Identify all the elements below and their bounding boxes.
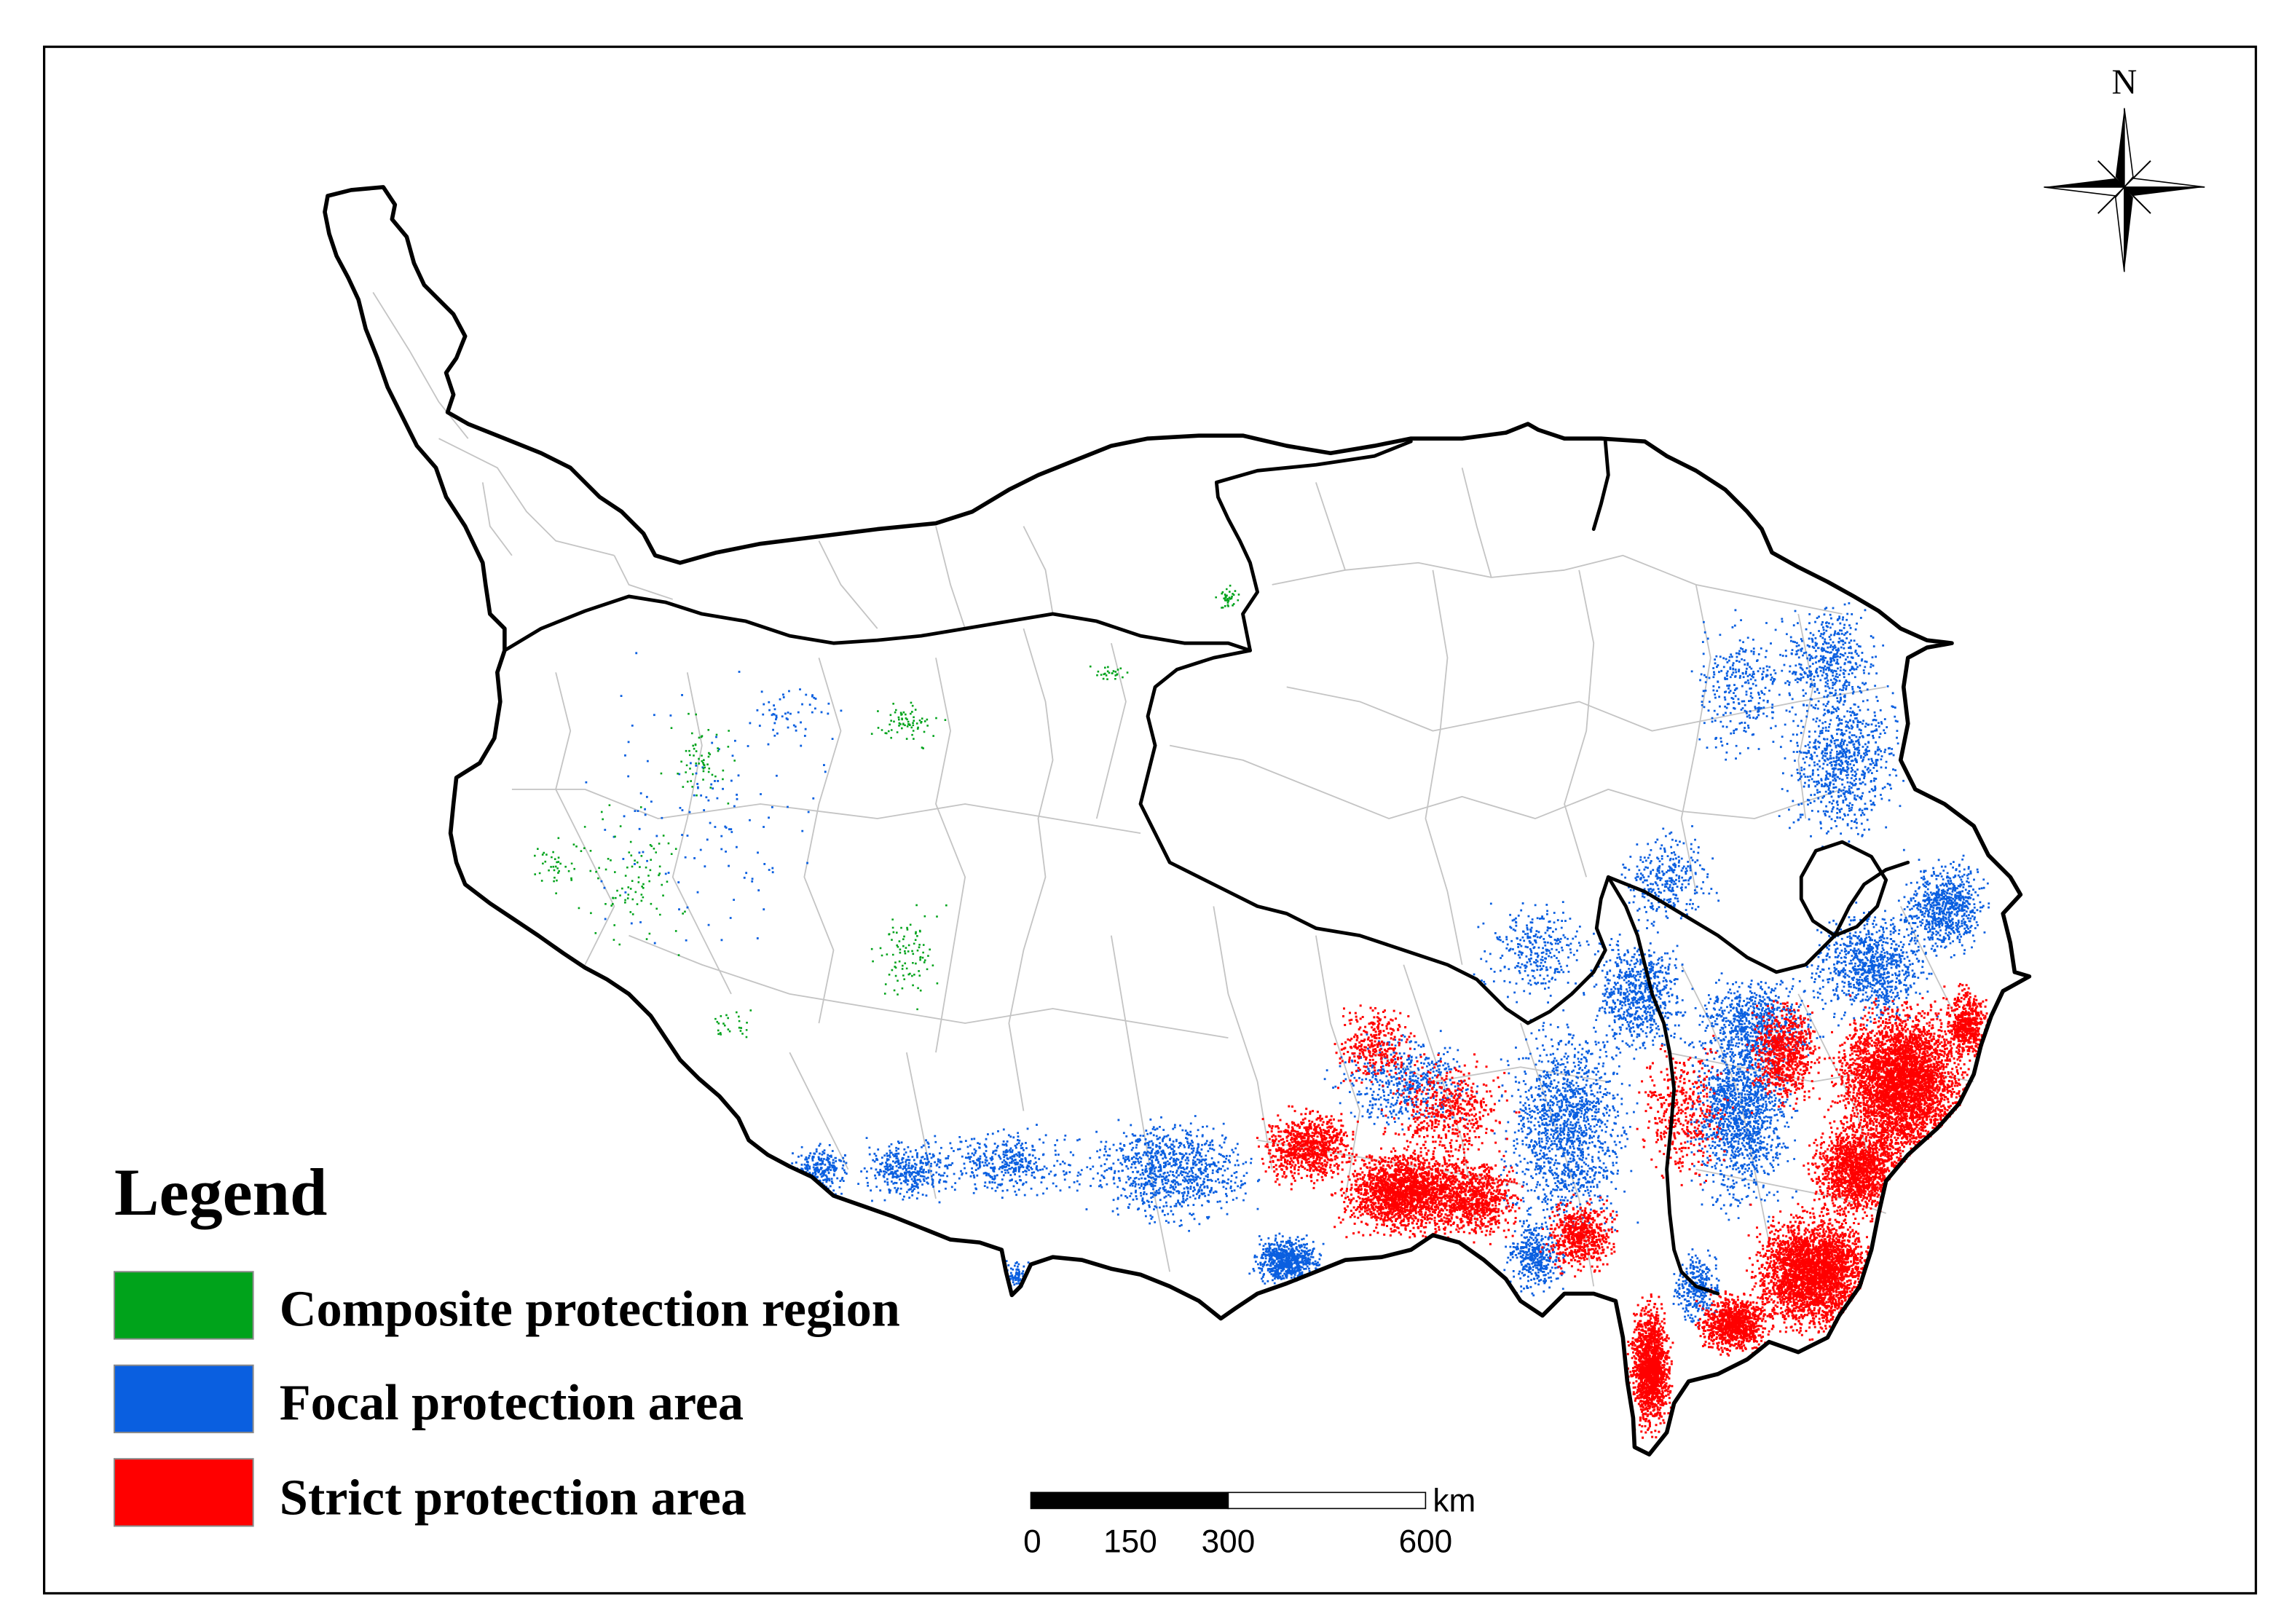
- county-boundary: [1272, 554, 1843, 615]
- county-boundary: [1797, 613, 1814, 819]
- county-boundary: [789, 1052, 849, 1170]
- legend: Legend Composite protection region Focal…: [113, 1155, 900, 1527]
- province-boundary: [1606, 860, 1910, 974]
- scale-bar: km 0 150 300 600: [1023, 1483, 1476, 1559]
- county-boundary: [1899, 906, 1960, 1024]
- county-boundary: [1213, 906, 1273, 1170]
- province-boundary: [1606, 875, 1720, 1296]
- legend-label: Composite protection region: [280, 1281, 900, 1338]
- north-arrow-icon: N: [2044, 63, 2205, 272]
- county-boundary: [481, 482, 513, 556]
- county-boundary: [1315, 482, 1346, 571]
- province-boundary: [1138, 648, 1610, 1025]
- county-boundary: [613, 555, 673, 600]
- scale-bar-tick-label: 0: [1023, 1524, 1041, 1560]
- county-boundary: [1169, 744, 1843, 819]
- legend-swatch-blue: [113, 1364, 254, 1434]
- scale-bar-tick-label: 600: [1399, 1524, 1453, 1560]
- scale-bar-segment-black: [1030, 1491, 1229, 1510]
- county-boundary: [1425, 569, 1463, 965]
- county-boundary: [1095, 642, 1127, 819]
- county-boundary: [1461, 468, 1492, 578]
- county-boundary: [372, 291, 469, 439]
- legend-item-strict-protection-area: Strict protection area: [113, 1458, 746, 1527]
- county-boundary: [1520, 1022, 1595, 1287]
- scale-bar-tick-label: 150: [1103, 1524, 1157, 1560]
- legend-title: Legend: [114, 1155, 327, 1229]
- plateau-outline: [323, 185, 2032, 1457]
- compass-arm-east: [2124, 186, 2205, 196]
- province-boundary: [1214, 439, 1413, 653]
- province-boundaries: [503, 439, 1910, 1296]
- county-boundary: [1008, 628, 1054, 1111]
- county-boundary: [803, 657, 842, 1024]
- province-boundary: [503, 594, 1252, 653]
- county-boundary: [438, 438, 615, 556]
- legend-swatch-green: [113, 1271, 254, 1340]
- scale-bar-unit: km: [1433, 1483, 1476, 1518]
- county-boundary: [1374, 1052, 1609, 1083]
- protection-zoning-layers: [534, 584, 1991, 1439]
- county-boundary: [555, 672, 615, 966]
- focal-protection-area-layer: [585, 602, 1990, 1328]
- legend-item-focal-protection-area: Focal protection area: [113, 1364, 744, 1434]
- legend-label: Strict protection area: [280, 1469, 746, 1526]
- legend-swatch-red: [113, 1458, 254, 1527]
- north-label: N: [2111, 63, 2137, 101]
- county-boundary: [905, 1052, 937, 1199]
- county-boundary: [1680, 964, 1770, 1243]
- compass-arm-north: [2115, 108, 2124, 187]
- legend-item-composite-protection-region: Composite protection region: [113, 1271, 900, 1340]
- compass-arm-west: [2044, 186, 2126, 197]
- county-boundaries: [372, 291, 1974, 1287]
- province-boundary: [1799, 840, 1888, 938]
- province-boundary: [1591, 439, 1610, 532]
- county-boundary: [511, 788, 1141, 834]
- county-boundary: [1680, 584, 1711, 892]
- county-boundary: [818, 540, 878, 629]
- scale-bar-tick-label: 300: [1202, 1524, 1256, 1560]
- county-boundary: [1564, 569, 1595, 878]
- compass-arm-south: [2124, 186, 2133, 272]
- county-boundary: [1110, 935, 1171, 1272]
- county-boundary: [671, 672, 732, 995]
- county-boundary: [1286, 686, 1886, 732]
- strict-protection-area-layer: [1256, 982, 1991, 1439]
- legend-label: Focal protection area: [280, 1374, 744, 1431]
- county-boundary: [935, 658, 966, 1053]
- county-boundary: [935, 526, 966, 629]
- compass-arm-west: [2044, 178, 2124, 187]
- county-boundary: [1023, 526, 1054, 615]
- compass-arm-east: [2122, 178, 2205, 188]
- scale-bar-segment-white: [1227, 1491, 1427, 1510]
